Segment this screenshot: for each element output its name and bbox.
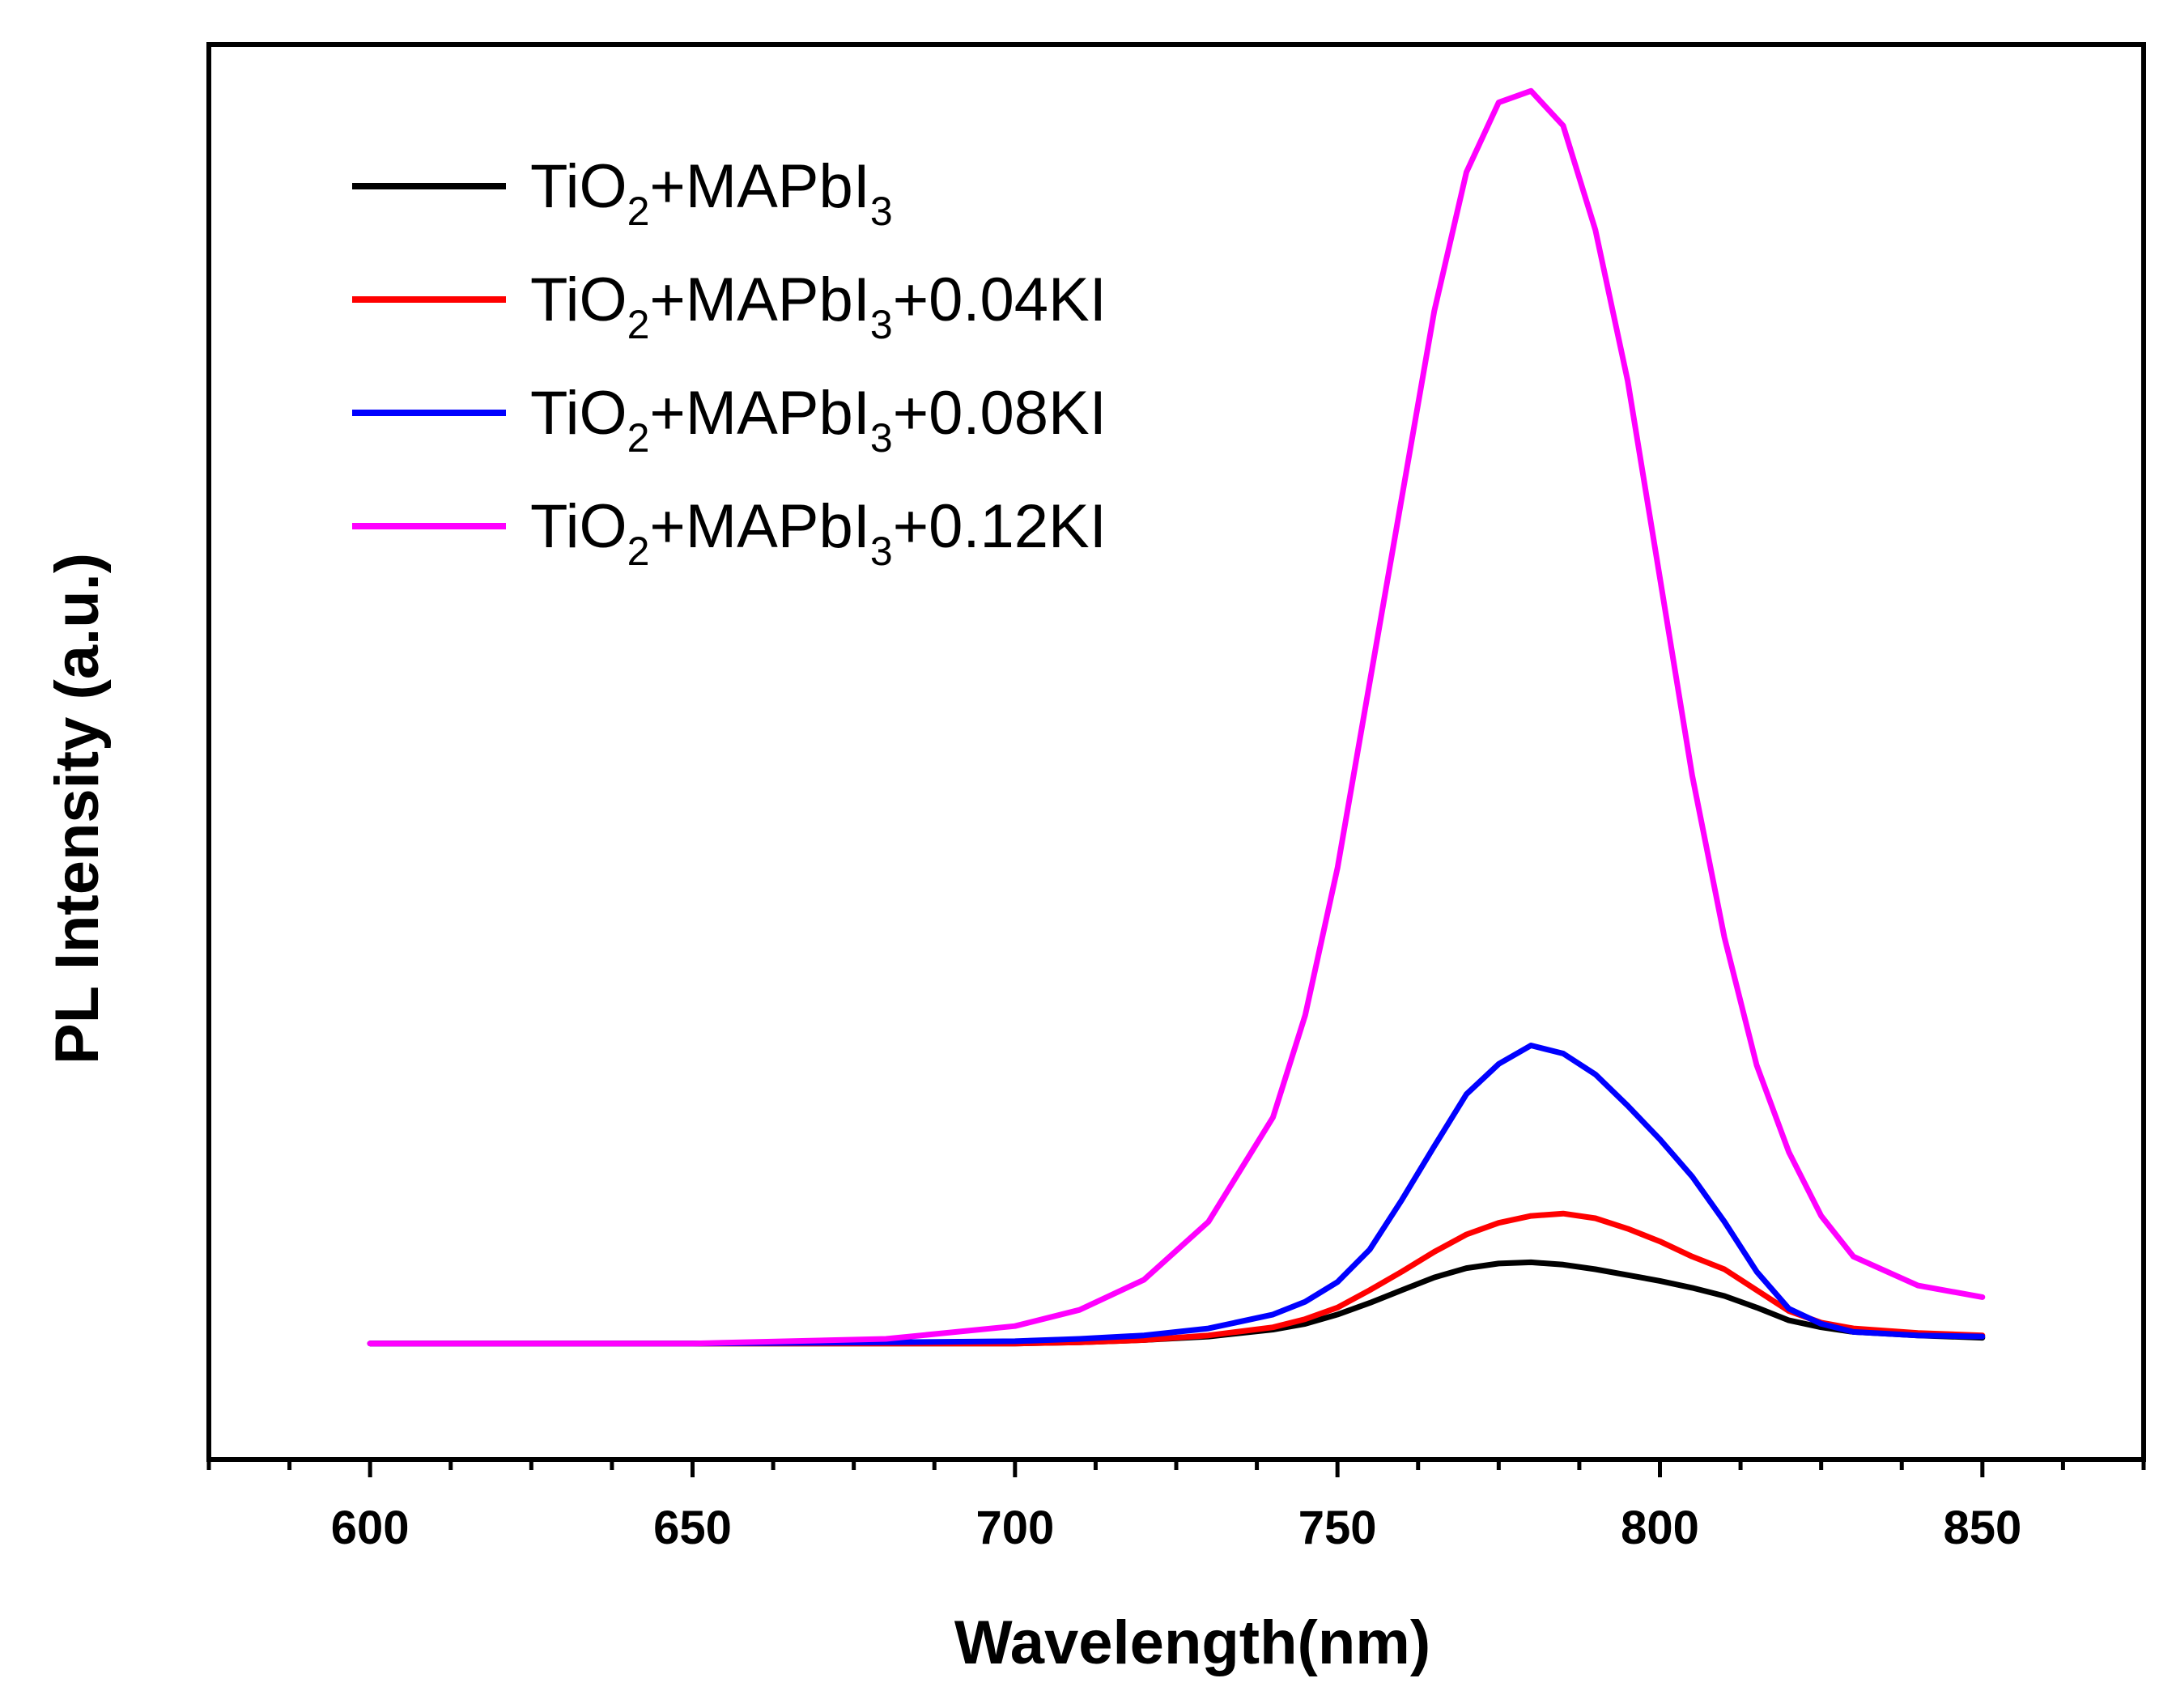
legend-label-part: 3 <box>870 415 893 461</box>
x-tick-label: 600 <box>331 1502 410 1554</box>
legend-label-2: TiO2+MAPbI3+0.08KI <box>530 379 1107 461</box>
x-axis-title: Wavelength(nm) <box>954 1608 1430 1677</box>
legend-label-part: +MAPbI <box>649 492 869 561</box>
series-line-2 <box>367 1043 1986 1347</box>
legend-label-part: TiO <box>530 152 627 221</box>
legend-label-3: TiO2+MAPbI3+0.12KI <box>530 492 1107 574</box>
y-axis-title: PL Intensity (a.u.) <box>43 553 112 1064</box>
legend-label-part: +0.04KI <box>893 266 1107 334</box>
legend-label-part: TiO <box>530 492 627 561</box>
legend-label-0: TiO2+MAPbI3 <box>530 152 893 234</box>
x-axis-ticks <box>206 1459 2146 1477</box>
legend-label-part: TiO <box>530 379 627 448</box>
legend-label-part: 2 <box>627 302 650 347</box>
legend-label-part: 3 <box>870 302 893 347</box>
x-tick-label: 750 <box>1298 1502 1377 1554</box>
legend-label-part: +0.12KI <box>893 492 1107 561</box>
legend-label-part: 2 <box>627 529 650 574</box>
x-axis-tick-labels: 600 650 700 750 800 850 <box>331 1502 2021 1554</box>
legend-label-part: +MAPbI <box>649 266 869 334</box>
legend-label-part: +MAPbI <box>649 379 869 448</box>
legend-label-part: +0.08KI <box>893 379 1107 448</box>
x-tick-label: 650 <box>653 1502 732 1554</box>
legend-label-part: 2 <box>627 189 650 234</box>
series-line-3 <box>367 87 1986 1347</box>
legend-label-part: +MAPbI <box>649 152 869 221</box>
series-lines <box>367 87 1986 1347</box>
legend-label-part: TiO <box>530 266 627 334</box>
legend-label-part: 2 <box>627 415 650 461</box>
x-tick-label: 800 <box>1621 1502 1699 1554</box>
legend-label-part: 3 <box>870 189 893 234</box>
x-tick-label: 700 <box>975 1502 1054 1554</box>
x-tick-label: 850 <box>1943 1502 2021 1554</box>
legend-label-1: TiO2+MAPbI3+0.04KI <box>530 266 1107 347</box>
series-line-1 <box>367 1210 1986 1347</box>
legend-label-part: 3 <box>870 529 893 574</box>
legend: TiO2+MAPbI3TiO2+MAPbI3+0.04KITiO2+MAPbI3… <box>352 152 1107 574</box>
